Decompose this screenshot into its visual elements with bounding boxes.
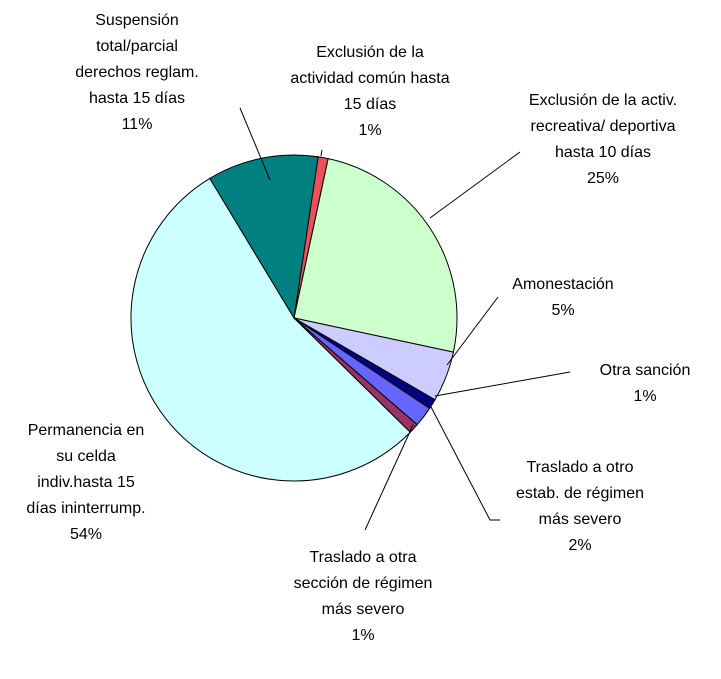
leader-line bbox=[429, 404, 500, 521]
slice-label: Exclusión de la actividad común hasta 15… bbox=[290, 40, 450, 144]
leader-line bbox=[320, 149, 323, 157]
pie-slice bbox=[130, 177, 411, 482]
value-label: 2% bbox=[568, 537, 592, 554]
category-label: Suspensión total/parcial derechos reglam… bbox=[75, 12, 199, 107]
slice-label: Otra sanción 1% bbox=[575, 358, 715, 410]
slice-label: Amonestación 5% bbox=[493, 272, 633, 324]
leader-line bbox=[446, 296, 499, 366]
pie-slice bbox=[209, 154, 319, 320]
category-label: Traslado a otra sección de régimen más s… bbox=[293, 549, 433, 618]
value-label: 1% bbox=[358, 122, 382, 139]
leader-line bbox=[239, 107, 271, 181]
value-label: 1% bbox=[633, 388, 657, 405]
slice-label: Suspensión total/parcial derechos reglam… bbox=[67, 8, 207, 138]
leader-line bbox=[434, 371, 571, 397]
value-label: 5% bbox=[551, 302, 575, 319]
leader-line bbox=[429, 151, 521, 219]
value-label: 1% bbox=[351, 627, 375, 644]
value-label: 54% bbox=[69, 526, 103, 543]
slice-label: Permanencia en su celda indiv.hasta 15 d… bbox=[20, 418, 152, 548]
value-label: 25% bbox=[586, 170, 620, 187]
category-label: Amonestación bbox=[512, 276, 614, 293]
value-label: 11% bbox=[121, 116, 153, 133]
category-label: Otra sanción bbox=[599, 362, 691, 379]
pie-slice bbox=[293, 158, 458, 353]
category-label: Exclusión de la activ. recreativa/ depor… bbox=[528, 92, 678, 161]
slice-label: Traslado a otro estab. de régimen más se… bbox=[515, 455, 645, 559]
slice-label: Exclusión de la activ. recreativa/ depor… bbox=[528, 88, 678, 192]
slice-label: Traslado a otra sección de régimen más s… bbox=[293, 545, 433, 649]
category-label: Permanencia en su celda indiv.hasta 15 d… bbox=[26, 422, 146, 517]
category-label: Traslado a otro estab. de régimen más se… bbox=[515, 459, 645, 528]
category-label: Exclusión de la actividad común hasta 15… bbox=[290, 44, 450, 113]
leader-line bbox=[364, 424, 414, 531]
